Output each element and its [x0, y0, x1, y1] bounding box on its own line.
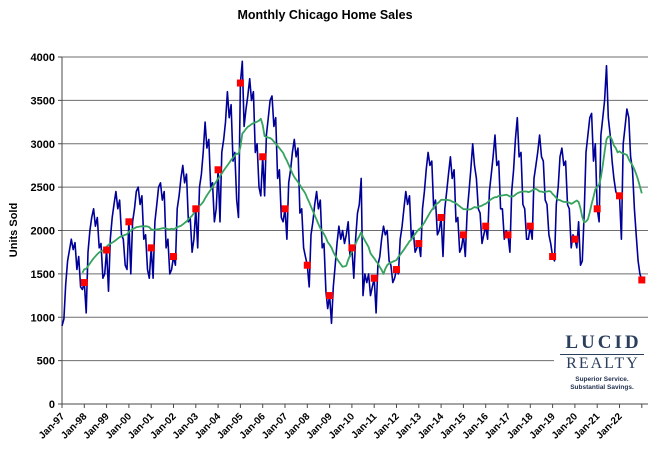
chart-title: Monthly Chicago Home Sales	[237, 8, 413, 22]
y-tick-label: 2500	[31, 182, 55, 194]
y-tick-label: 3500	[31, 95, 55, 107]
january-marker	[571, 235, 579, 243]
january-marker	[281, 205, 289, 213]
january-marker	[236, 79, 244, 87]
logo-divider	[560, 353, 644, 355]
january-marker	[214, 166, 222, 174]
january-marker	[459, 231, 467, 239]
january-marker	[326, 292, 334, 300]
y-axis-title: Units Sold	[8, 202, 20, 258]
y-tick-label: 4000	[31, 52, 55, 64]
y-tick-label: 0	[49, 399, 55, 411]
january-marker	[593, 205, 601, 213]
january-marker	[192, 205, 200, 213]
january-marker	[125, 218, 133, 226]
moving-average-line	[81, 117, 643, 275]
logo-tagline-line2: Substantial Savings.	[570, 383, 634, 391]
january-marker	[147, 244, 155, 252]
january-marker	[103, 246, 111, 254]
y-tick-label: 1000	[31, 312, 55, 324]
january-marker	[437, 213, 445, 221]
january-marker	[348, 244, 356, 252]
y-tick-label: 3000	[31, 139, 55, 151]
january-marker	[638, 276, 646, 284]
monthly-sales-line	[61, 60, 643, 327]
logo-name-line2: REALTY	[566, 354, 640, 372]
january-marker	[504, 231, 512, 239]
january-marker	[526, 222, 534, 230]
logo-tagline-line1: Superior Service.	[575, 375, 629, 383]
january-marker	[415, 240, 423, 248]
logo-tagline: Superior Service. Substantial Savings.	[554, 376, 650, 392]
y-tick-label: 1500	[31, 269, 55, 281]
january-marker	[259, 153, 267, 161]
january-marker	[80, 279, 88, 287]
january-marker	[303, 261, 311, 269]
january-marker	[170, 253, 177, 261]
x-tick-label: Jan-22	[594, 411, 624, 441]
y-tick-label: 500	[37, 356, 55, 368]
january-marker	[616, 192, 623, 200]
january-marker	[549, 253, 557, 261]
lucid-realty-logo: LUCID REALTY Superior Service. Substanti…	[554, 333, 650, 395]
january-marker	[370, 274, 378, 282]
logo-name-line1: LUCID	[565, 332, 642, 353]
january-marker	[482, 222, 490, 230]
january-marker	[393, 266, 400, 274]
y-tick-label: 2000	[31, 226, 55, 238]
